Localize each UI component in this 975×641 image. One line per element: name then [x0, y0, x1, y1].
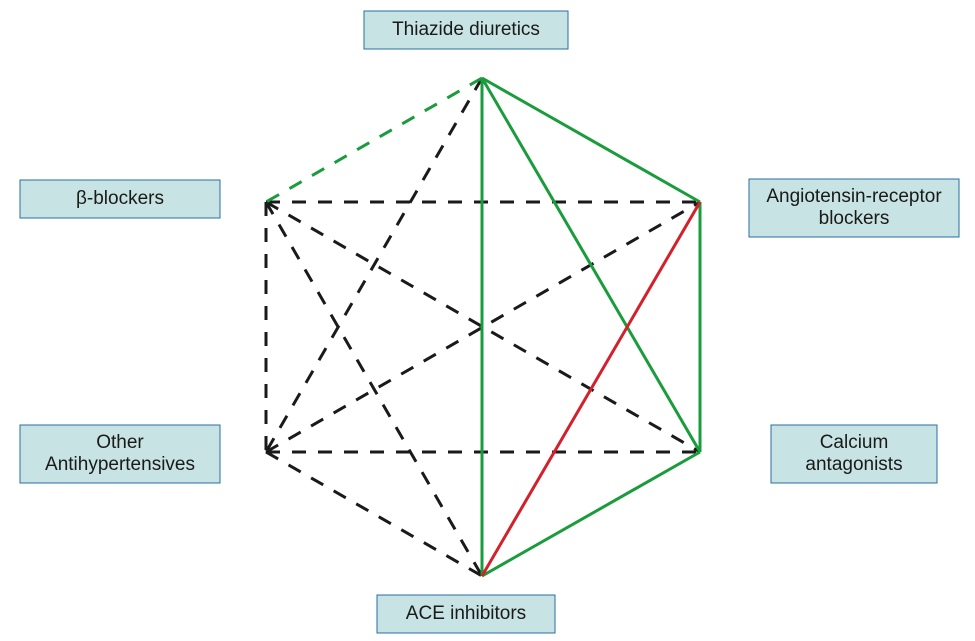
- node-beta-label: β-blockers: [76, 188, 164, 209]
- node-ca-label: Calciumantagonists: [805, 432, 902, 475]
- node-arb: Angiotensin-receptorblockers: [749, 179, 959, 237]
- edge-beta-ace: [266, 202, 482, 576]
- node-thiazide: Thiazide diuretics: [364, 11, 568, 49]
- drug-combination-hexagon: Thiazide diuretics Angiotensin-receptorbl…: [0, 0, 975, 641]
- edge-thiazide-ca: [482, 78, 700, 452]
- node-other: OtherAntihypertensives: [20, 425, 220, 483]
- edge-other-ace: [266, 452, 482, 576]
- node-thiazide-label: Thiazide diuretics: [392, 19, 540, 40]
- node-ace: ACE inhibitors: [377, 595, 555, 633]
- edge-ca-ace: [482, 452, 700, 576]
- edge-thiazide-arb: [482, 78, 700, 202]
- edge-thiazide-other: [266, 78, 482, 452]
- edge-arb-ace: [482, 202, 700, 576]
- edge-thiazide-beta: [266, 78, 482, 202]
- nodes-layer: Thiazide diuretics Angiotensin-receptorbl…: [20, 11, 959, 633]
- edges-layer: [266, 78, 700, 576]
- node-ace-label: ACE inhibitors: [406, 603, 526, 624]
- node-beta: β-blockers: [20, 180, 220, 218]
- node-ca: Calciumantagonists: [771, 425, 937, 483]
